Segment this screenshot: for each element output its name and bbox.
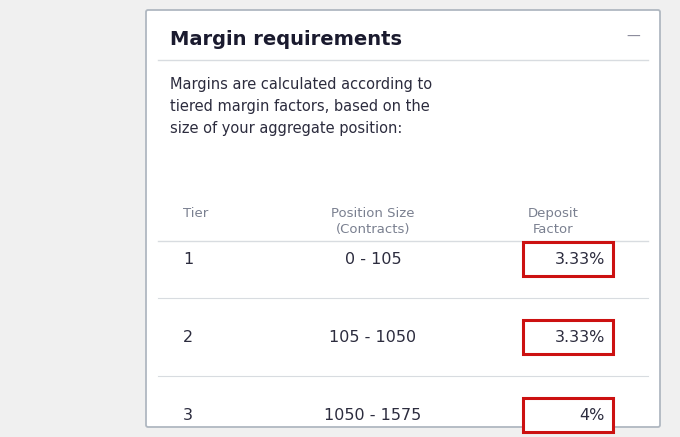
Text: 1: 1 [183, 252, 193, 267]
Text: Factor: Factor [532, 223, 573, 236]
Text: 1050 - 1575: 1050 - 1575 [324, 407, 422, 423]
Bar [523, 398, 613, 432]
Text: Tier: Tier [183, 207, 208, 220]
Text: 2: 2 [183, 329, 193, 344]
Text: 0 - 105: 0 - 105 [345, 252, 401, 267]
Text: Position Size: Position Size [331, 207, 415, 220]
Text: 105 - 1050: 105 - 1050 [329, 329, 417, 344]
Text: 4%: 4% [579, 407, 605, 423]
Bar [523, 242, 613, 276]
Text: 3.33%: 3.33% [555, 329, 605, 344]
Text: 3: 3 [183, 407, 193, 423]
Text: —: — [626, 30, 640, 44]
Text: Margins are calculated according to: Margins are calculated according to [170, 77, 432, 92]
Text: (Contracts): (Contracts) [336, 223, 410, 236]
Bar [523, 320, 613, 354]
Text: tiered margin factors, based on the: tiered margin factors, based on the [170, 99, 430, 114]
Text: size of your aggregate position:: size of your aggregate position: [170, 121, 403, 136]
Text: Deposit: Deposit [528, 207, 579, 220]
Text: 3.33%: 3.33% [555, 252, 605, 267]
Text: Margin requirements: Margin requirements [170, 30, 402, 49]
FancyBboxPatch shape [146, 10, 660, 427]
